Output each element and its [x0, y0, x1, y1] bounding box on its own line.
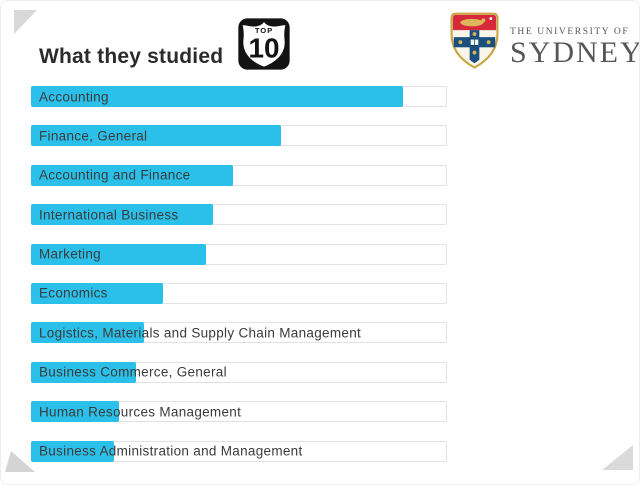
page-curl-top-left: [14, 10, 37, 34]
bar-label: International Business: [39, 207, 179, 223]
bar-row: Human Resources Management: [31, 401, 447, 423]
bar-label: Business Commerce, General: [39, 364, 227, 380]
bar-fill: [31, 282, 163, 304]
page-curl-bottom-right: [602, 445, 633, 470]
bar-row: Accounting: [31, 86, 447, 107]
bar-row: Business Administration and Management: [31, 440, 447, 462]
bar-label: Marketing: [39, 246, 101, 262]
bar-row: Business Commerce, General: [31, 361, 447, 383]
bar-label: Accounting: [39, 89, 109, 104]
badge-number: 10: [248, 33, 279, 64]
bar-fill: [31, 204, 214, 226]
bar-label: Accounting and Finance: [39, 167, 191, 183]
university-wordmark: THE UNIVERSITY OF SYDNEY: [510, 27, 640, 69]
bar-fill: [31, 322, 145, 344]
badge-top-label: TOP: [255, 26, 273, 35]
bar-fill: [31, 440, 115, 462]
bar-fill: [31, 164, 234, 186]
bar-fill: [31, 361, 136, 383]
bar-fill: [31, 243, 207, 265]
bar-row: Finance, General: [31, 125, 447, 147]
bar-row: International Business: [31, 204, 447, 226]
bar-row: Economics: [31, 282, 447, 304]
university-of-sydney-crest-icon: [450, 12, 499, 69]
bar-label: Economics: [39, 285, 108, 301]
bar-row: Logistics, Materials and Supply Chain Ma…: [31, 322, 447, 344]
bar-fill: [31, 125, 282, 147]
bar-label: Logistics, Materials and Supply Chain Ma…: [39, 325, 362, 341]
bar-label: Human Resources Management: [39, 404, 242, 420]
bar-row: Marketing: [31, 243, 447, 265]
bar-row: Accounting and Finance: [31, 164, 447, 186]
university-wordmark-line2: SYDNEY: [510, 36, 640, 69]
bar-chart: Accounting Finance, General Accounting a…: [31, 86, 447, 480]
page-title: What they studied: [39, 45, 224, 68]
bar-fill: [31, 86, 403, 107]
bar-fill: [31, 401, 120, 423]
bar-label: Finance, General: [39, 128, 148, 144]
top-10-shield-icon: TOP 10: [238, 18, 290, 70]
bar-label: Business Administration and Management: [39, 443, 303, 459]
university-wordmark-line1: THE UNIVERSITY OF: [510, 27, 630, 37]
